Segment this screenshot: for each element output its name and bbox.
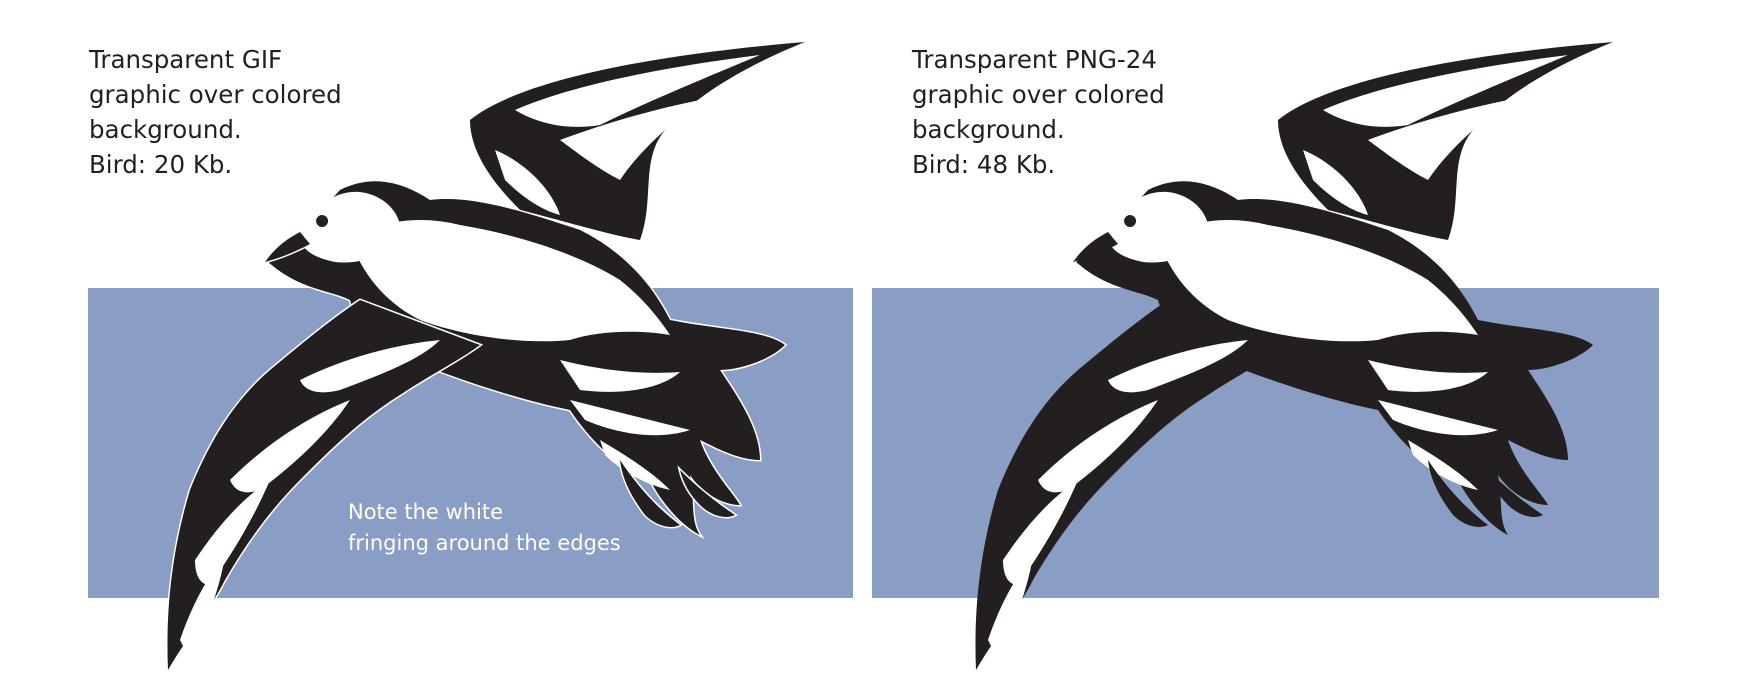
tail-light-3 bbox=[600, 440, 670, 490]
gif-comparison-panel: Transparent GIF graphic over colored bac… bbox=[0, 0, 860, 696]
lower-wing-dark bbox=[975, 300, 1288, 670]
gull-gif-illustration bbox=[165, 40, 806, 676]
note-line: Note the white bbox=[348, 500, 503, 524]
caption-line: Transparent PNG-24 bbox=[912, 45, 1157, 74]
bird-eye bbox=[314, 213, 330, 229]
lower-wing-light-4 bbox=[988, 555, 1033, 660]
beak bbox=[261, 230, 313, 265]
lower-wing-dark bbox=[165, 298, 484, 676]
leg-1 bbox=[618, 459, 683, 529]
tail-light-2 bbox=[570, 400, 690, 436]
upper-wing-light-3 bbox=[495, 150, 560, 215]
beak bbox=[1073, 232, 1118, 262]
upper-wing-light-1 bbox=[1323, 55, 1568, 127]
head-light bbox=[1108, 191, 1209, 263]
caption-line: background. bbox=[89, 115, 242, 144]
bird-eye bbox=[1124, 215, 1137, 227]
body-light bbox=[350, 220, 670, 342]
gif-caption: Transparent GIF graphic over colored bac… bbox=[89, 42, 389, 182]
lower-wing-light-4 bbox=[180, 555, 225, 660]
caption-line: background. bbox=[912, 115, 1065, 144]
upper-wing-light-1 bbox=[515, 55, 760, 127]
lower-wing-light-3 bbox=[1003, 480, 1078, 585]
tail-light-1 bbox=[560, 360, 680, 392]
upper-wing-light-3 bbox=[1303, 150, 1368, 215]
tail-light-3 bbox=[1408, 440, 1478, 490]
body-light bbox=[1158, 220, 1478, 342]
caption-line: Transparent GIF bbox=[89, 45, 283, 74]
head-light bbox=[300, 191, 401, 263]
lower-wing-light-2 bbox=[230, 400, 350, 493]
upper-wing-light-2 bbox=[560, 100, 700, 180]
fringing-note: Note the white fringing around the edges bbox=[348, 497, 621, 559]
png-caption: Transparent PNG-24 graphic over colored … bbox=[912, 42, 1212, 182]
tail-light-1 bbox=[1368, 360, 1488, 392]
caption-line: graphic over colored bbox=[912, 80, 1165, 109]
lower-wing-light-2 bbox=[1038, 400, 1158, 493]
caption-line: Bird: 20 Kb. bbox=[89, 150, 233, 179]
upper-wing-light-2 bbox=[1368, 100, 1508, 180]
leg-2 bbox=[677, 465, 738, 519]
gull-png-illustration bbox=[975, 42, 1613, 670]
leg-1 bbox=[1428, 460, 1488, 527]
leg-2 bbox=[1488, 470, 1543, 517]
tail-light-2 bbox=[1378, 400, 1498, 436]
lower-wing-light-1 bbox=[300, 340, 440, 393]
note-line: fringing around the edges bbox=[348, 531, 621, 555]
lower-wing-light-3 bbox=[195, 480, 270, 585]
lower-wing-light-1 bbox=[1108, 340, 1248, 393]
png-comparison-panel: Transparent PNG-24 graphic over colored … bbox=[816, 0, 1676, 696]
caption-line: Bird: 48 Kb. bbox=[912, 150, 1056, 179]
caption-line: graphic over colored bbox=[89, 80, 342, 109]
